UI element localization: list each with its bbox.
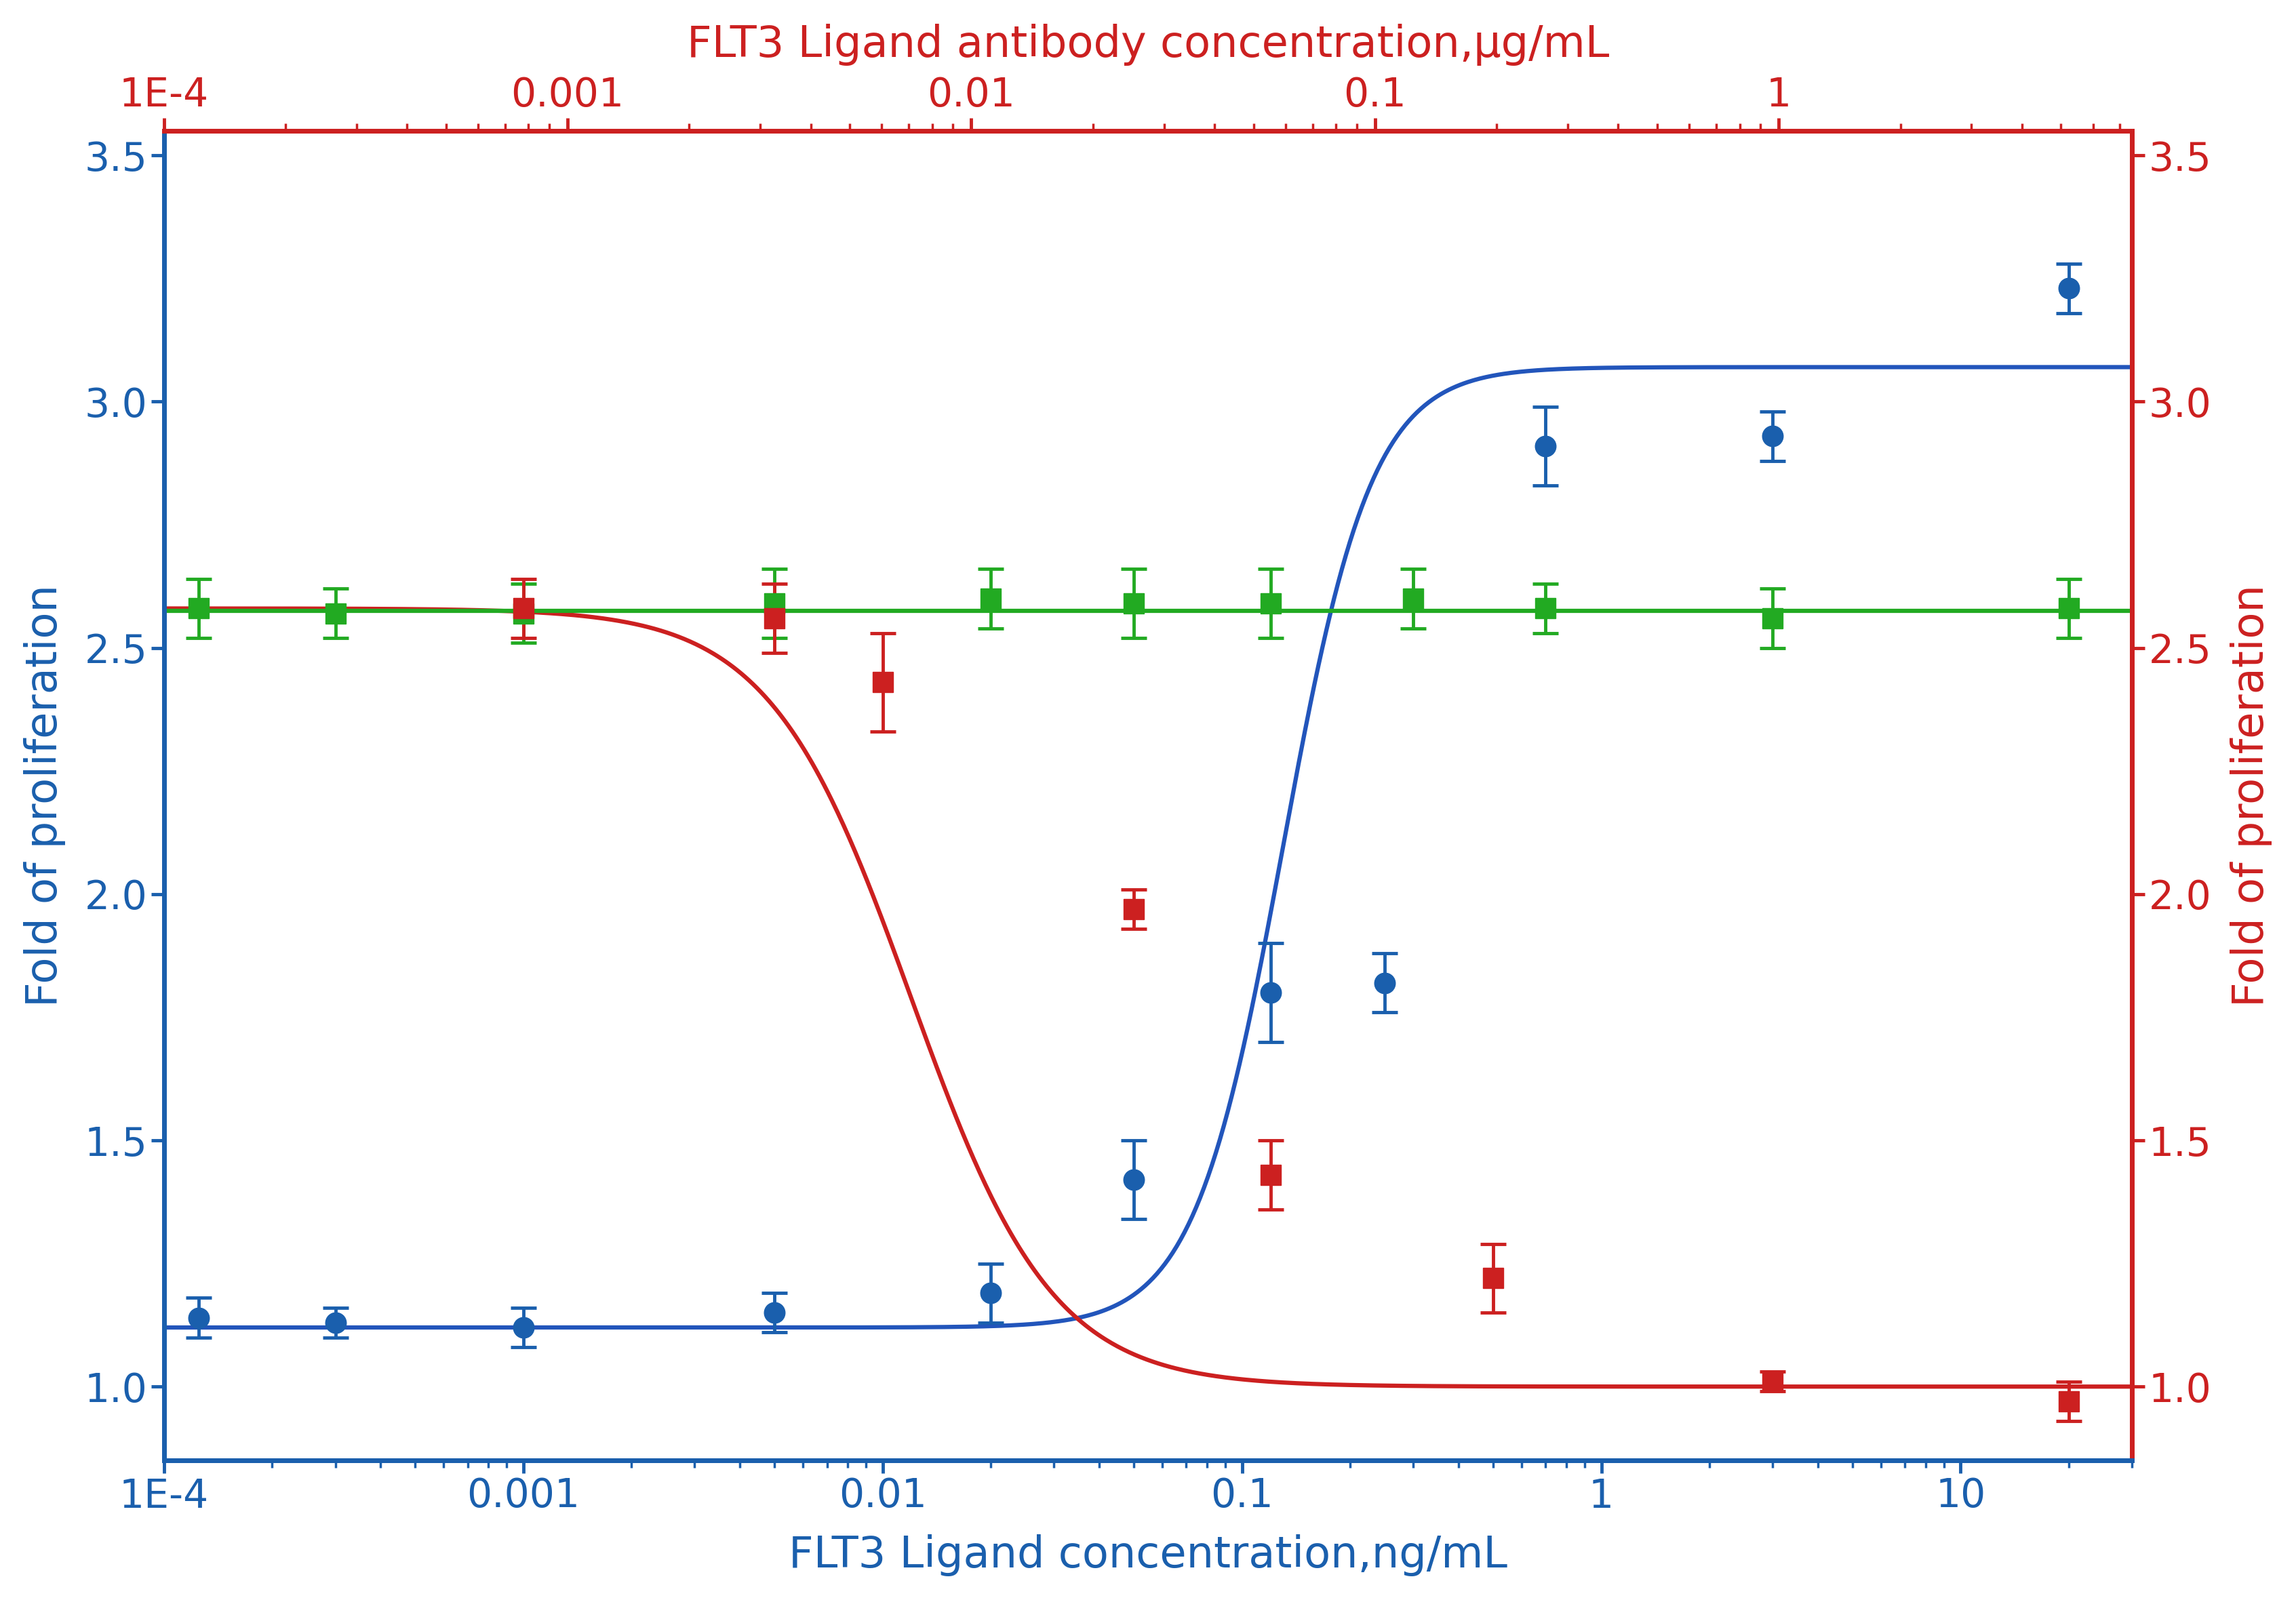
Y-axis label: Fold of proliferation: Fold of proliferation bbox=[2229, 584, 2273, 1006]
X-axis label: FLT3 Ligand concentration,ng/mL: FLT3 Ligand concentration,ng/mL bbox=[788, 1534, 1508, 1576]
X-axis label: FLT3 Ligand antibody concentration,μg/mL: FLT3 Ligand antibody concentration,μg/mL bbox=[687, 24, 1609, 66]
Y-axis label: Fold of proliferation: Fold of proliferation bbox=[23, 584, 67, 1006]
